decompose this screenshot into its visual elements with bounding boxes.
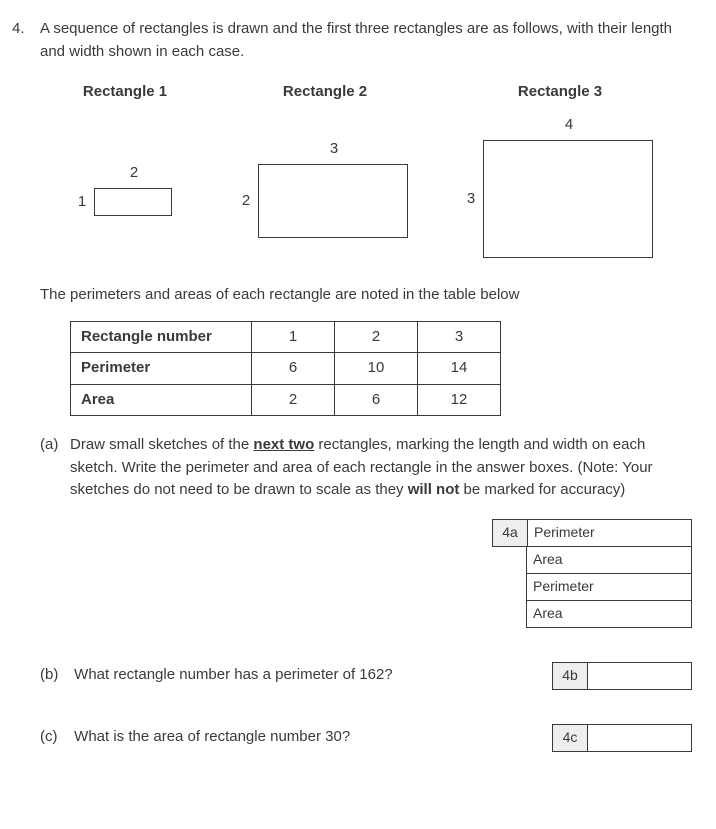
part-c-label: (c) [40, 726, 70, 749]
answer-blank-4b[interactable] [588, 663, 691, 689]
rectangle-box [483, 140, 653, 258]
answer-row[interactable]: Perimeter [526, 573, 692, 601]
table-row-header: Perimeter [71, 353, 252, 385]
rectangle-height-label: 1 [78, 191, 86, 214]
answer-row[interactable]: Area [526, 600, 692, 628]
rectangles-figure: Rectangle 121Rectangle 232Rectangle 343 [40, 81, 692, 258]
table-cell: 1 [252, 321, 335, 353]
answer-blank-4c[interactable] [588, 725, 691, 751]
part-b-text: What rectangle number has a perimeter of… [74, 666, 393, 683]
rectangle-width-label: 2 [95, 162, 173, 185]
table-cell: 2 [252, 384, 335, 416]
answer-label: Area [527, 601, 691, 627]
part-a-label: (a) [40, 434, 70, 502]
part-a-body: Draw small sketches of the next two rect… [70, 434, 692, 502]
data-table: Rectangle number123Perimeter61014Area261… [70, 321, 501, 417]
table-cell: 14 [418, 353, 501, 385]
rectangle-title: Rectangle 3 [518, 81, 602, 104]
answer-block-4a: 4aPerimeterAreaPerimeterArea [492, 519, 692, 628]
answer-label: Area [527, 547, 691, 573]
rectangle-height-label: 2 [242, 190, 250, 213]
table-row-header: Area [71, 384, 252, 416]
question-number: 4. [12, 18, 40, 752]
part-a-text-bold: will not [408, 481, 460, 498]
intro-text: A sequence of rectangles is drawn and th… [40, 18, 692, 63]
table-cell: 6 [335, 384, 418, 416]
part-a-text-pre: Draw small sketches of the [70, 436, 253, 453]
rectangle-title: Rectangle 1 [83, 81, 167, 104]
table-cell: 6 [252, 353, 335, 385]
rectangle-box [258, 164, 408, 238]
table-cell: 2 [335, 321, 418, 353]
answer-label: Perimeter [527, 574, 691, 600]
part-b-label: (b) [40, 664, 70, 687]
table-row-header: Rectangle number [71, 321, 252, 353]
rectangle-column: Rectangle 2 3 2 [210, 81, 440, 258]
answer-tag-4b: 4b [553, 663, 588, 689]
rectangle-column: Rectangle 1 21 [40, 81, 210, 258]
answer-tag-4a: 4a [493, 520, 528, 546]
answer-box-4b[interactable]: 4b [552, 662, 692, 690]
answer-tag-4c: 4c [553, 725, 588, 751]
answer-row[interactable]: Area [526, 546, 692, 574]
answer-row[interactable]: 4aPerimeter [492, 519, 692, 547]
rectangle-width-label: 4 [484, 114, 654, 137]
part-a-text-post: be marked for accuracy) [459, 481, 625, 498]
rectangle-box [94, 188, 172, 216]
mid-text: The perimeters and areas of each rectang… [40, 284, 692, 307]
answer-label: Perimeter [528, 520, 691, 546]
rectangle-title: Rectangle 2 [283, 81, 367, 104]
part-c-text: What is the area of rectangle number 30? [74, 728, 350, 745]
table-cell: 3 [418, 321, 501, 353]
rectangle-height-label: 3 [467, 188, 475, 211]
table-cell: 10 [335, 353, 418, 385]
answer-box-4c[interactable]: 4c [552, 724, 692, 752]
table-cell: 12 [418, 384, 501, 416]
rectangle-width-label: 3 [259, 138, 409, 161]
rectangle-column: Rectangle 3 4 3 [440, 81, 680, 258]
part-a-text-emph: next two [253, 436, 314, 453]
